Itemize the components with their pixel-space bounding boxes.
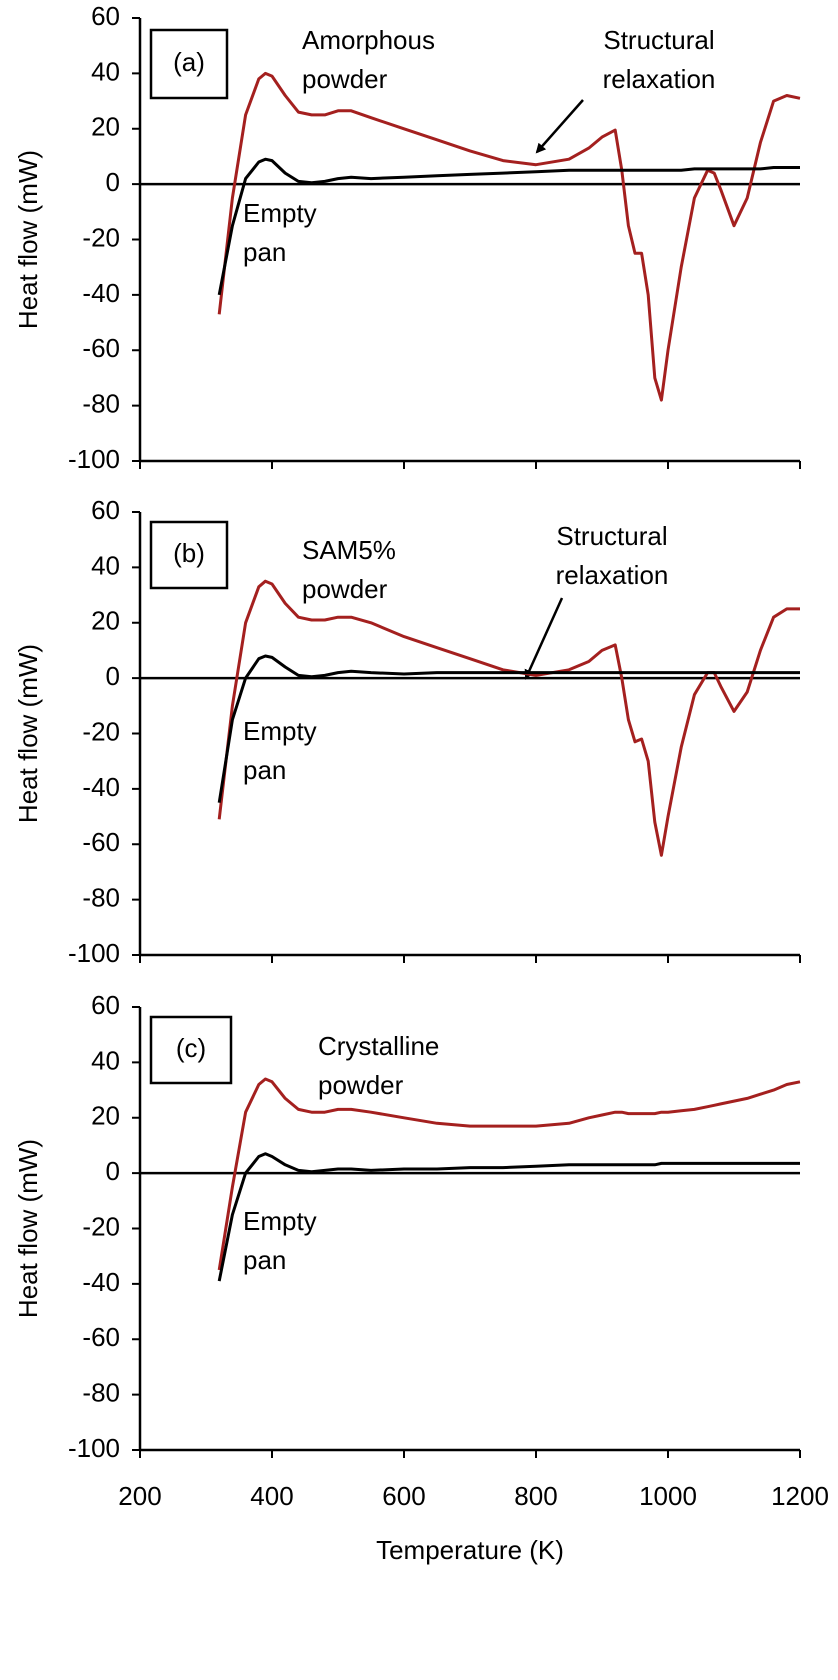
x-tick-label: 800 [514,1481,557,1511]
data-line [217,157,800,296]
annotation: pan [243,1245,286,1275]
annotation: powder [302,64,388,94]
y-tick-label: -60 [82,827,120,857]
annotation: relaxation [556,560,669,590]
data-line [217,654,800,803]
x-tick-label: 1200 [771,1481,829,1511]
y-tick-label: -40 [82,1267,120,1297]
y-tick-label: -60 [82,1322,120,1352]
annotation: pan [243,237,286,267]
y-tick-label: -100 [68,444,120,474]
y-tick-label: -20 [82,1211,120,1241]
annotation: Crystalline [318,1031,439,1061]
y-tick-label: -100 [68,938,120,968]
y-tick-label: 60 [91,495,120,525]
panel-label: (c) [176,1033,206,1063]
annotation: powder [318,1070,404,1100]
data-line [217,579,800,857]
panel-label-box [149,1015,233,1085]
y-axis-title: Heat flow (mW) [13,1139,43,1318]
x-tick-label: 400 [250,1481,293,1511]
annotation-arrow [524,597,564,680]
panel-label-box [149,520,229,590]
annotation: Structural [603,25,714,55]
x-tick-label: 1000 [639,1481,697,1511]
y-tick-label: 40 [91,56,120,86]
y-tick-label: 60 [91,990,120,1020]
y-tick-label: 0 [106,1156,120,1186]
y-tick-label: -80 [82,389,120,419]
y-tick-label: 20 [91,606,120,636]
y-tick-label: -80 [82,1378,120,1408]
y-tick-label: 20 [91,112,120,142]
panel-label: (a) [173,47,205,77]
y-tick-label: -40 [82,278,120,308]
annotation: pan [243,755,286,785]
y-tick-label: 60 [91,1,120,31]
y-tick-label: -20 [82,222,120,252]
annotation-arrow [535,99,584,154]
panel: -100 -80 -60 -40 -20 0 20 40 60 Heat flow (mW) (a)… [13,1,801,474]
y-axis-title: Heat flow (mW) [13,644,43,823]
x-axis-title: Temperature (K) [376,1535,564,1565]
y-tick-label: -60 [82,333,120,363]
y-axis-title: Heat flow (mW) [13,150,43,329]
panel: -100 -80 -60 -40 -20 0 20 40 60 200 400 600 800 1000 1… [13,990,829,1565]
y-tick-label: -40 [82,772,120,802]
y-tick-label: 0 [106,167,120,197]
x-tick-label: 600 [382,1481,425,1511]
y-tick-label: -100 [68,1433,120,1463]
annotation: SAM5% [302,535,396,565]
y-tick-label: 0 [106,661,120,691]
y-tick-label: 20 [91,1101,120,1131]
panel: -100 -80 -60 -40 -20 0 20 40 60 Heat flow (mW) (b)… [13,495,801,968]
panel-label-box [149,28,229,100]
y-tick-label: 40 [91,550,120,580]
panel-label: (b) [173,538,205,568]
data-line [217,1077,801,1271]
data-line [217,71,801,402]
annotation: Empty [243,1206,317,1236]
y-tick-label: -20 [82,716,120,746]
annotation: powder [302,574,388,604]
annotation: Structural [556,521,667,551]
annotation: Empty [243,716,317,746]
annotation: relaxation [603,64,716,94]
annotation: Amorphous [302,25,435,55]
y-tick-label: 40 [91,1045,120,1075]
y-tick-label: -80 [82,883,120,913]
x-tick-label: 200 [118,1481,161,1511]
data-line [217,1152,800,1282]
annotation: Empty [243,198,317,228]
